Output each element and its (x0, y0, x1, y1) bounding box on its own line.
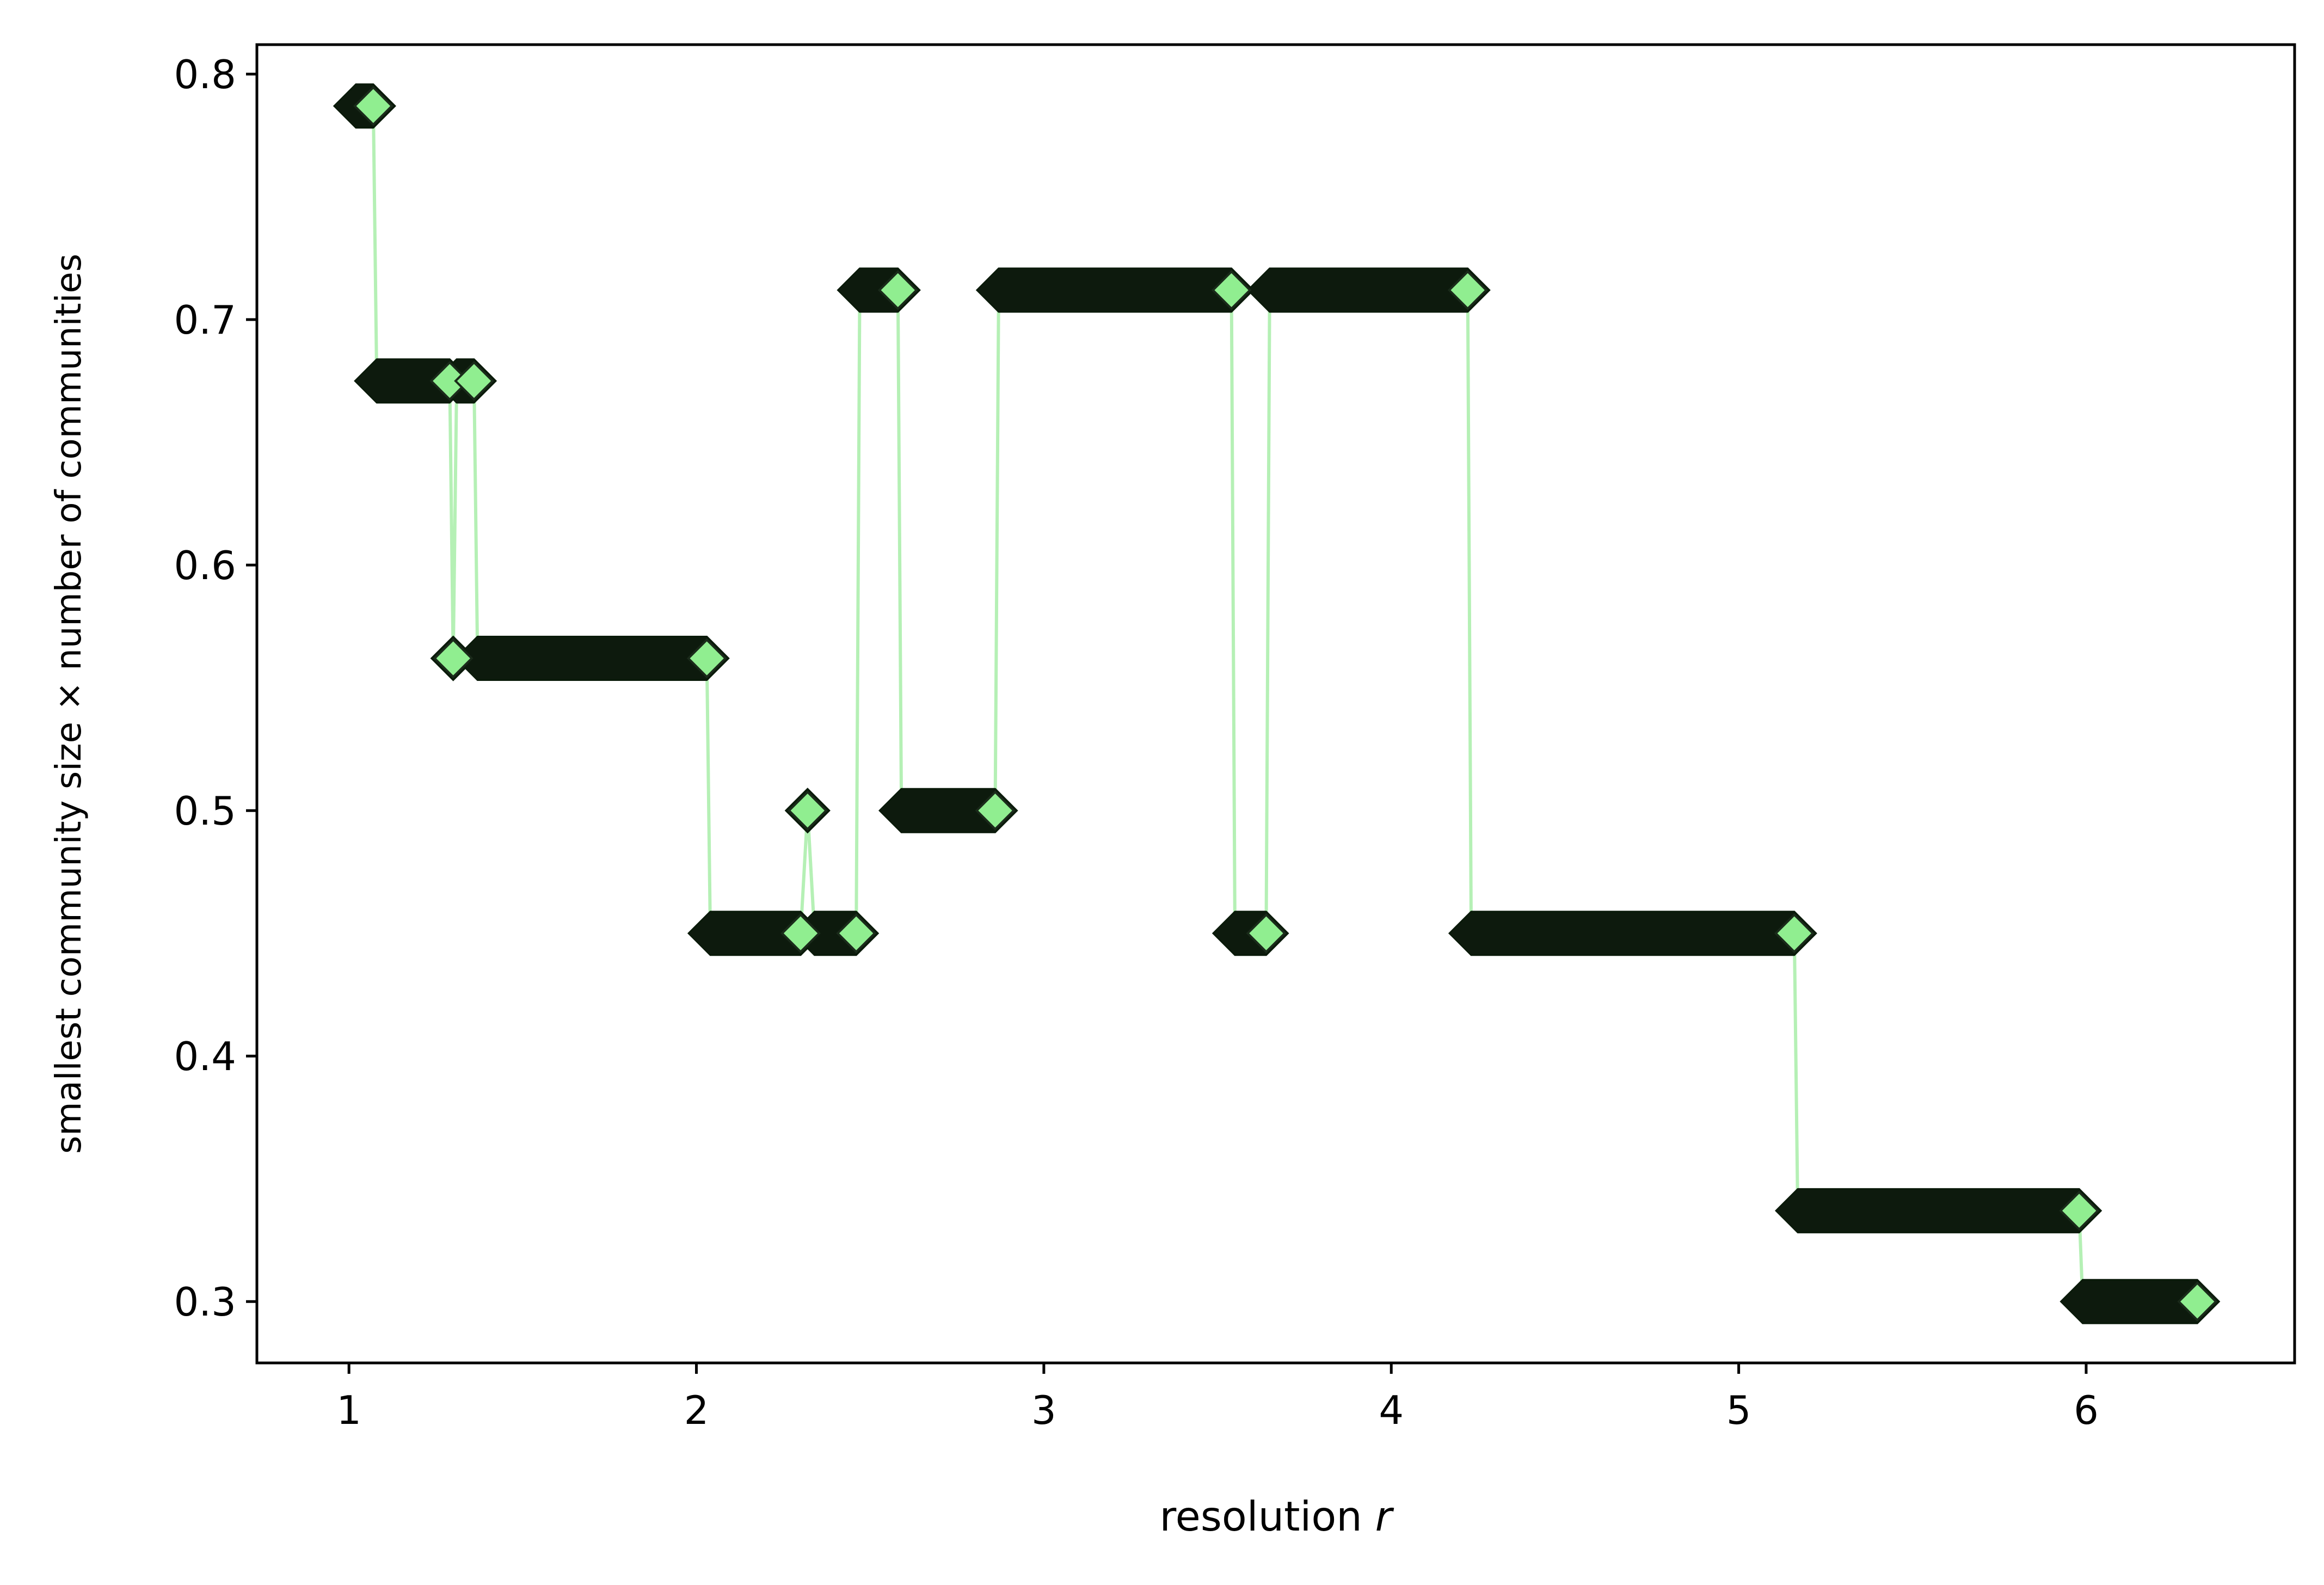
series-layer (333, 83, 2221, 1324)
x-axis-label: resolution r (1159, 1492, 1394, 1540)
data-point-marker (2177, 1281, 2218, 1322)
y-axis-label: smallest community size × number of comm… (49, 254, 89, 1154)
y-tick-label: 0.8 (174, 52, 236, 97)
data-point-marker (877, 270, 918, 310)
data-point-marker (686, 638, 727, 679)
x-tick-label: 6 (2074, 1387, 2099, 1433)
x-tick-label: 5 (1726, 1387, 1751, 1433)
x-axis: 1 2 3 4 5 6 (336, 1363, 2099, 1433)
y-tick-label: 0.7 (174, 297, 236, 343)
y-tick-label: 0.5 (174, 788, 236, 834)
data-point-marker (787, 790, 828, 831)
data-point-marker (1447, 270, 1488, 310)
y-axis: 0.3 0.4 0.5 0.6 0.7 0.8 (174, 52, 257, 1325)
x-axis-label-text: resolution (1159, 1492, 1375, 1540)
y-tick-label: 0.4 (174, 1034, 236, 1079)
x-tick-label: 3 (1031, 1387, 1056, 1433)
data-point-marker (1211, 270, 1252, 310)
x-tick-label: 2 (684, 1387, 709, 1433)
data-point-marker (1774, 913, 1815, 954)
data-point-marker (975, 790, 1016, 831)
plot-frame (255, 43, 2296, 1365)
data-point-marker (433, 638, 474, 679)
dense-marker-band (878, 788, 1018, 833)
x-axis-label-variable: r (1375, 1492, 1394, 1540)
data-point-marker (780, 913, 821, 954)
data-point-marker (353, 85, 394, 126)
dense-marker-band (1448, 911, 1817, 956)
data-point-marker (2059, 1190, 2100, 1231)
data-point-marker (836, 913, 877, 954)
y-tick-label: 0.6 (174, 543, 236, 588)
dense-marker-band (1246, 267, 1491, 313)
y-tick-label: 0.3 (174, 1279, 236, 1325)
data-point-marker (454, 361, 494, 401)
x-tick-label: 1 (336, 1387, 361, 1433)
dense-marker-band (454, 636, 730, 681)
dense-marker-band (1775, 1188, 2102, 1233)
x-tick-label: 4 (1379, 1387, 1404, 1433)
data-point-marker (1246, 913, 1287, 954)
dense-marker-band (2059, 1279, 2221, 1324)
